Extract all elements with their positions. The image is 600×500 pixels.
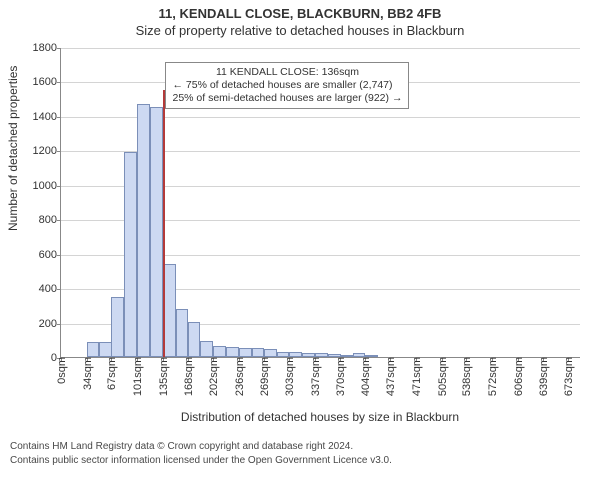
histogram-bar (188, 322, 201, 357)
annotation-line-1: 11 KENDALL CLOSE: 136sqm (172, 66, 402, 79)
xtick-label: 0sqm (54, 357, 68, 384)
footer-line-2: Contains public sector information licen… (10, 454, 600, 468)
ytick-label: 1200 (33, 145, 61, 157)
histogram-bar (176, 309, 189, 357)
ytick-label: 1600 (33, 76, 61, 88)
footer: Contains HM Land Registry data © Crown c… (0, 438, 600, 467)
ytick-label: 800 (39, 214, 61, 226)
annotation-line-3: 25% of semi-detached houses are larger (… (172, 92, 402, 105)
xtick-label: 202sqm (206, 357, 220, 396)
histogram-bar (124, 152, 137, 357)
marker-line (163, 90, 165, 357)
histogram-bar (264, 349, 277, 357)
histogram-chart: Number of detached properties 0200400600… (0, 38, 600, 438)
ytick-label: 600 (39, 249, 61, 261)
xtick-label: 572sqm (485, 357, 499, 396)
plot-area: 0200400600800100012001400160018000sqm34s… (60, 48, 580, 358)
footer-line-1: Contains HM Land Registry data © Crown c… (10, 440, 600, 454)
xtick-label: 34sqm (80, 357, 94, 390)
xtick-label: 269sqm (257, 357, 271, 396)
xtick-label: 404sqm (358, 357, 372, 396)
xtick-label: 639sqm (536, 357, 550, 396)
xtick-label: 471sqm (409, 357, 423, 396)
histogram-bar (150, 107, 163, 357)
ytick-label: 200 (39, 318, 61, 330)
xtick-label: 673sqm (561, 357, 575, 396)
histogram-bar (99, 342, 112, 358)
gridline (61, 48, 580, 49)
annotation-line-2: ← 75% of detached houses are smaller (2,… (172, 79, 402, 92)
page-subtitle: Size of property relative to detached ho… (0, 21, 600, 38)
xtick-label: 135sqm (156, 357, 170, 396)
histogram-bar (213, 346, 226, 357)
histogram-bar (87, 342, 100, 358)
histogram-bar (200, 341, 213, 357)
ytick-label: 400 (39, 283, 61, 295)
xtick-label: 303sqm (282, 357, 296, 396)
histogram-bar (137, 104, 150, 357)
xtick-label: 168sqm (181, 357, 195, 396)
xtick-label: 101sqm (130, 357, 144, 396)
y-axis-label: Number of detached properties (6, 66, 20, 231)
histogram-bar (239, 348, 252, 357)
histogram-bar (252, 348, 265, 357)
annotation-box: 11 KENDALL CLOSE: 136sqm ← 75% of detach… (165, 62, 409, 109)
xtick-label: 236sqm (232, 357, 246, 396)
xtick-label: 538sqm (459, 357, 473, 396)
ytick-label: 1400 (33, 111, 61, 123)
xtick-label: 606sqm (511, 357, 525, 396)
x-axis-label: Distribution of detached houses by size … (60, 410, 580, 424)
histogram-bar (226, 347, 239, 357)
xtick-label: 505sqm (435, 357, 449, 396)
xtick-label: 67sqm (104, 357, 118, 390)
xtick-label: 370sqm (333, 357, 347, 396)
xtick-label: 337sqm (308, 357, 322, 396)
xtick-label: 437sqm (383, 357, 397, 396)
page-title-address: 11, KENDALL CLOSE, BLACKBURN, BB2 4FB (0, 0, 600, 21)
histogram-bar (111, 297, 124, 357)
ytick-label: 1800 (33, 42, 61, 54)
ytick-label: 1000 (33, 180, 61, 192)
